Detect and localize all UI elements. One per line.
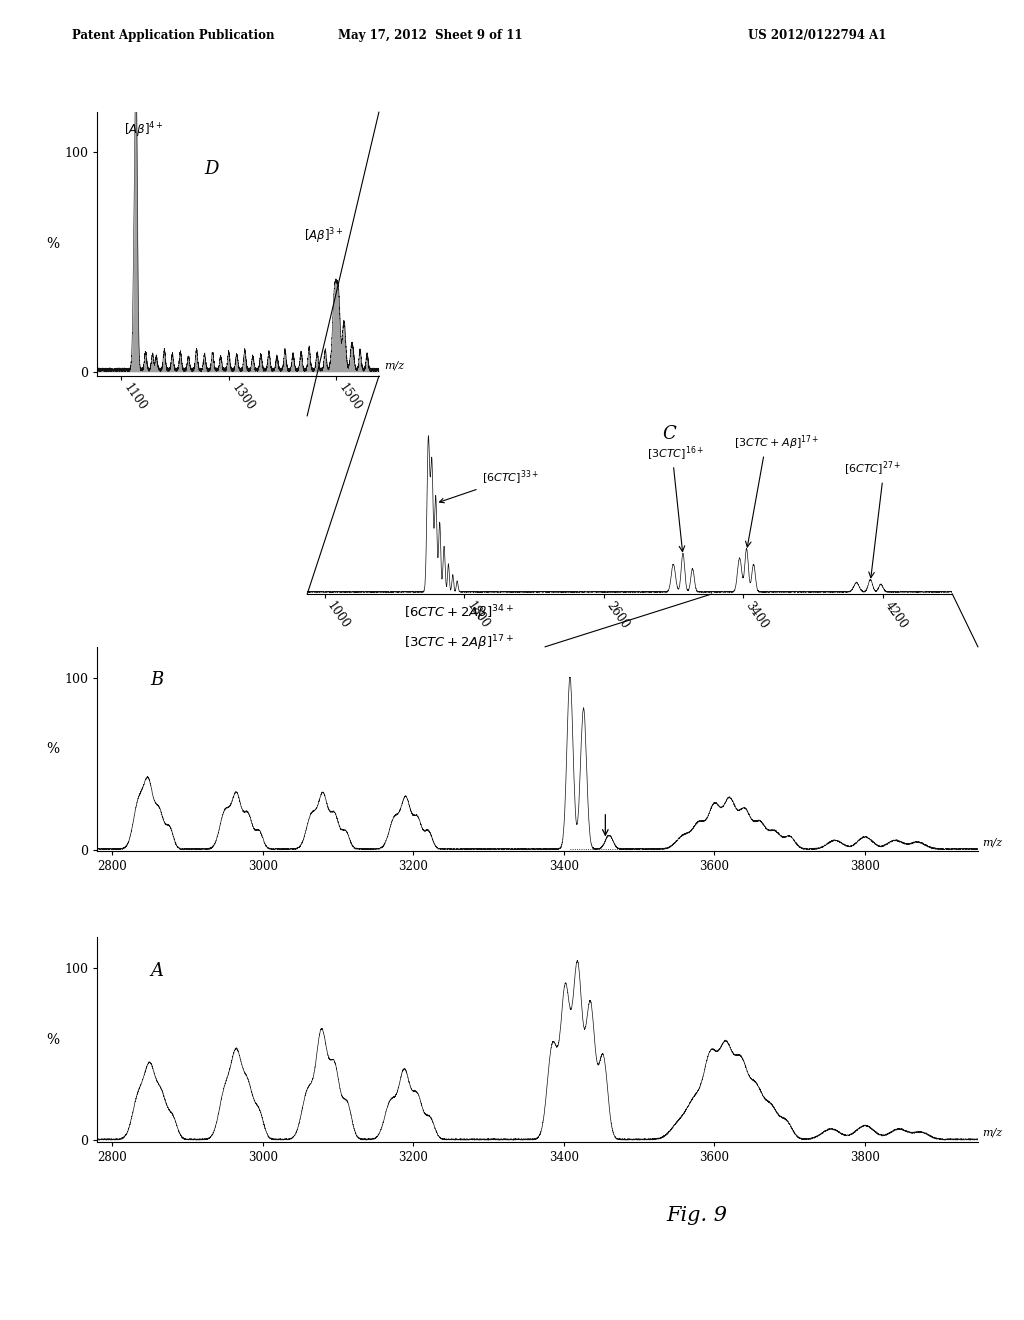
Text: $[3CTC+2A\beta]^{17+}$: $[3CTC+2A\beta]^{17+}$ [404, 634, 514, 653]
Text: US 2012/0122794 A1: US 2012/0122794 A1 [748, 29, 886, 42]
Text: A: A [151, 962, 163, 979]
Y-axis label: %: % [46, 238, 59, 251]
Text: B: B [151, 672, 164, 689]
Text: $[A\beta]^{4+}$: $[A\beta]^{4+}$ [124, 120, 164, 140]
Text: $[3CTC+A\beta]^{17+}$: $[3CTC+A\beta]^{17+}$ [734, 433, 820, 451]
Text: $[6CTC+2A\beta]^{34+}$: $[6CTC+2A\beta]^{34+}$ [404, 603, 514, 623]
Text: $[3CTC]^{16+}$: $[3CTC]^{16+}$ [647, 444, 705, 462]
Text: $[6CTC]^{33+}$: $[6CTC]^{33+}$ [439, 469, 539, 503]
Text: Patent Application Publication: Patent Application Publication [72, 29, 274, 42]
Y-axis label: %: % [46, 1032, 59, 1047]
Text: May 17, 2012  Sheet 9 of 11: May 17, 2012 Sheet 9 of 11 [338, 29, 522, 42]
Text: $[A\beta]^{3+}$: $[A\beta]^{3+}$ [304, 226, 343, 246]
Text: $[6CTC]^{27+}$: $[6CTC]^{27+}$ [844, 459, 901, 478]
Text: m/z: m/z [982, 837, 1002, 847]
Text: m/z: m/z [385, 360, 404, 371]
Text: m/z: m/z [982, 1127, 1002, 1138]
Y-axis label: %: % [46, 742, 59, 756]
Text: D: D [205, 160, 219, 178]
Text: Fig. 9: Fig. 9 [666, 1206, 727, 1225]
Text: C: C [662, 425, 676, 442]
